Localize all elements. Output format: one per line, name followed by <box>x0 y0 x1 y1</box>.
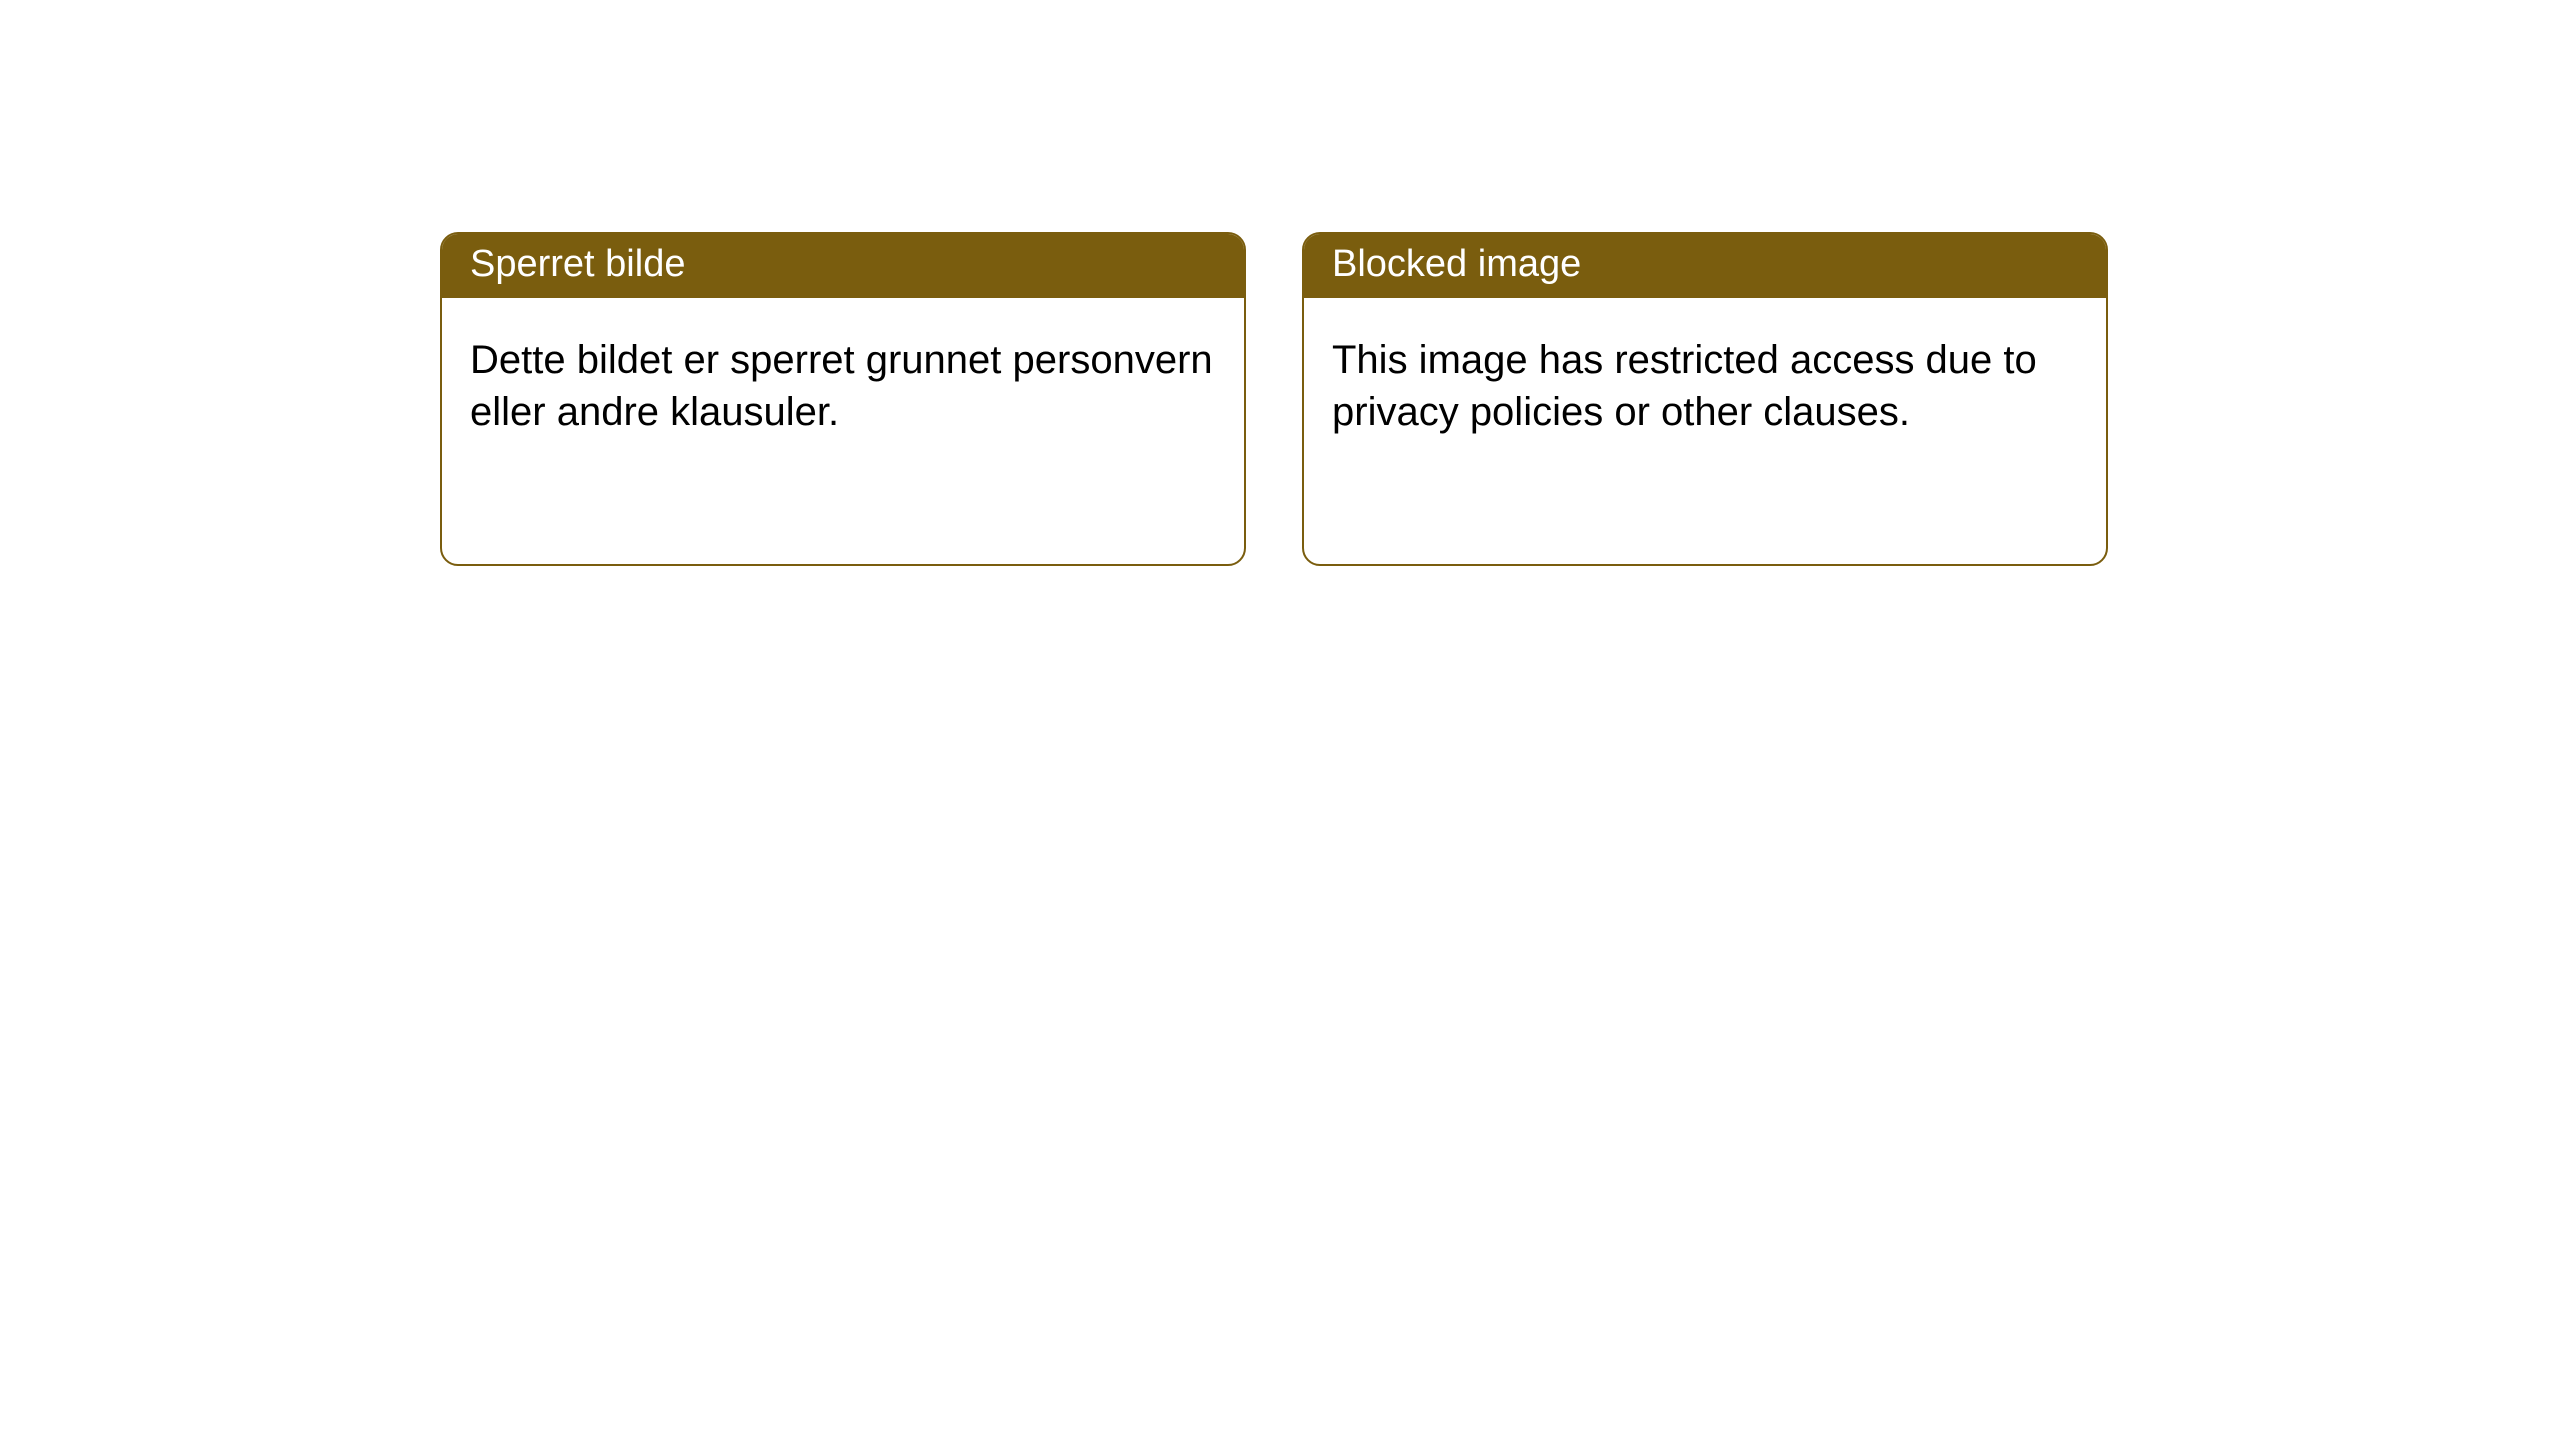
card-title: Blocked image <box>1332 243 1581 285</box>
notice-card-english: Blocked image This image has restricted … <box>1302 232 2108 566</box>
card-body: Dette bildet er sperret grunnet personve… <box>442 298 1244 474</box>
card-header: Sperret bilde <box>442 234 1244 298</box>
notice-cards-container: Sperret bilde Dette bildet er sperret gr… <box>0 0 2560 566</box>
notice-card-norwegian: Sperret bilde Dette bildet er sperret gr… <box>440 232 1246 566</box>
card-title: Sperret bilde <box>470 243 685 285</box>
card-body: This image has restricted access due to … <box>1304 298 2106 474</box>
card-header: Blocked image <box>1304 234 2106 298</box>
card-body-text: This image has restricted access due to … <box>1332 338 2037 434</box>
card-body-text: Dette bildet er sperret grunnet personve… <box>470 338 1213 434</box>
